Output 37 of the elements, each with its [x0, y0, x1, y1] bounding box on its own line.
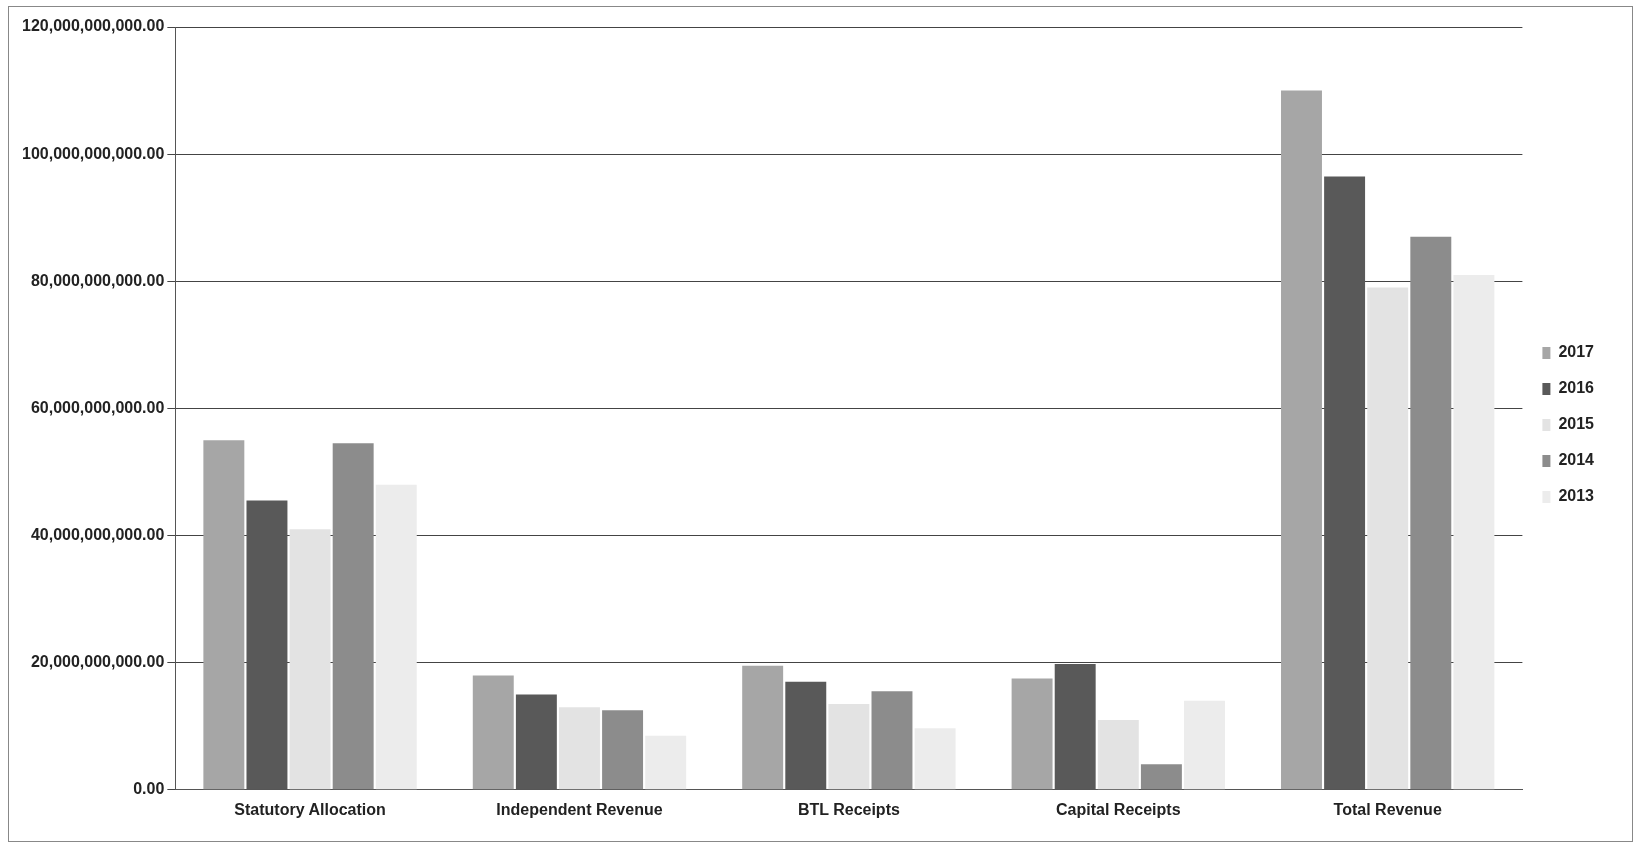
bar — [375, 484, 417, 790]
bar — [742, 665, 784, 790]
bar — [1097, 719, 1139, 790]
bar — [1140, 764, 1182, 790]
legend-label: 2013 — [1558, 487, 1595, 505]
bar — [1184, 700, 1225, 790]
bar — [828, 703, 870, 790]
bar — [602, 710, 644, 790]
y-tick-label: 20,000,000,000.00 — [30, 653, 165, 671]
y-tick-label: 80,000,000,000.00 — [30, 271, 165, 289]
bar — [559, 707, 600, 790]
x-tick-label: Statutory Allocation — [234, 800, 386, 818]
bar — [1281, 90, 1322, 790]
legend-label: 2015 — [1558, 415, 1595, 433]
bar — [1453, 274, 1495, 790]
x-tick-label: Independent Revenue — [496, 800, 663, 818]
bar — [1367, 287, 1409, 790]
bar — [1011, 678, 1053, 790]
bar — [472, 675, 514, 790]
bar — [203, 440, 245, 790]
x-tick-label: Total Revenue — [1333, 800, 1442, 818]
legend-label: 2017 — [1558, 343, 1595, 361]
bar — [914, 728, 956, 790]
x-tick-label: Capital Receipts — [1056, 800, 1181, 818]
legend-label: 2014 — [1558, 451, 1595, 469]
y-tick-label: 120,000,000,000.00 — [22, 17, 165, 35]
bar — [871, 691, 913, 790]
y-tick-label: 40,000,000,000.00 — [30, 525, 165, 543]
y-tick-label: 60,000,000,000.00 — [30, 398, 165, 416]
y-tick-label: 0.00 — [133, 780, 165, 798]
bar — [645, 735, 687, 790]
y-tick-label: 100,000,000,000.00 — [22, 144, 165, 162]
bar — [289, 529, 331, 790]
legend-label: 2016 — [1558, 379, 1595, 397]
bar — [1410, 236, 1452, 790]
bar — [332, 443, 374, 790]
x-tick-label: BTL Receipts — [797, 800, 900, 818]
